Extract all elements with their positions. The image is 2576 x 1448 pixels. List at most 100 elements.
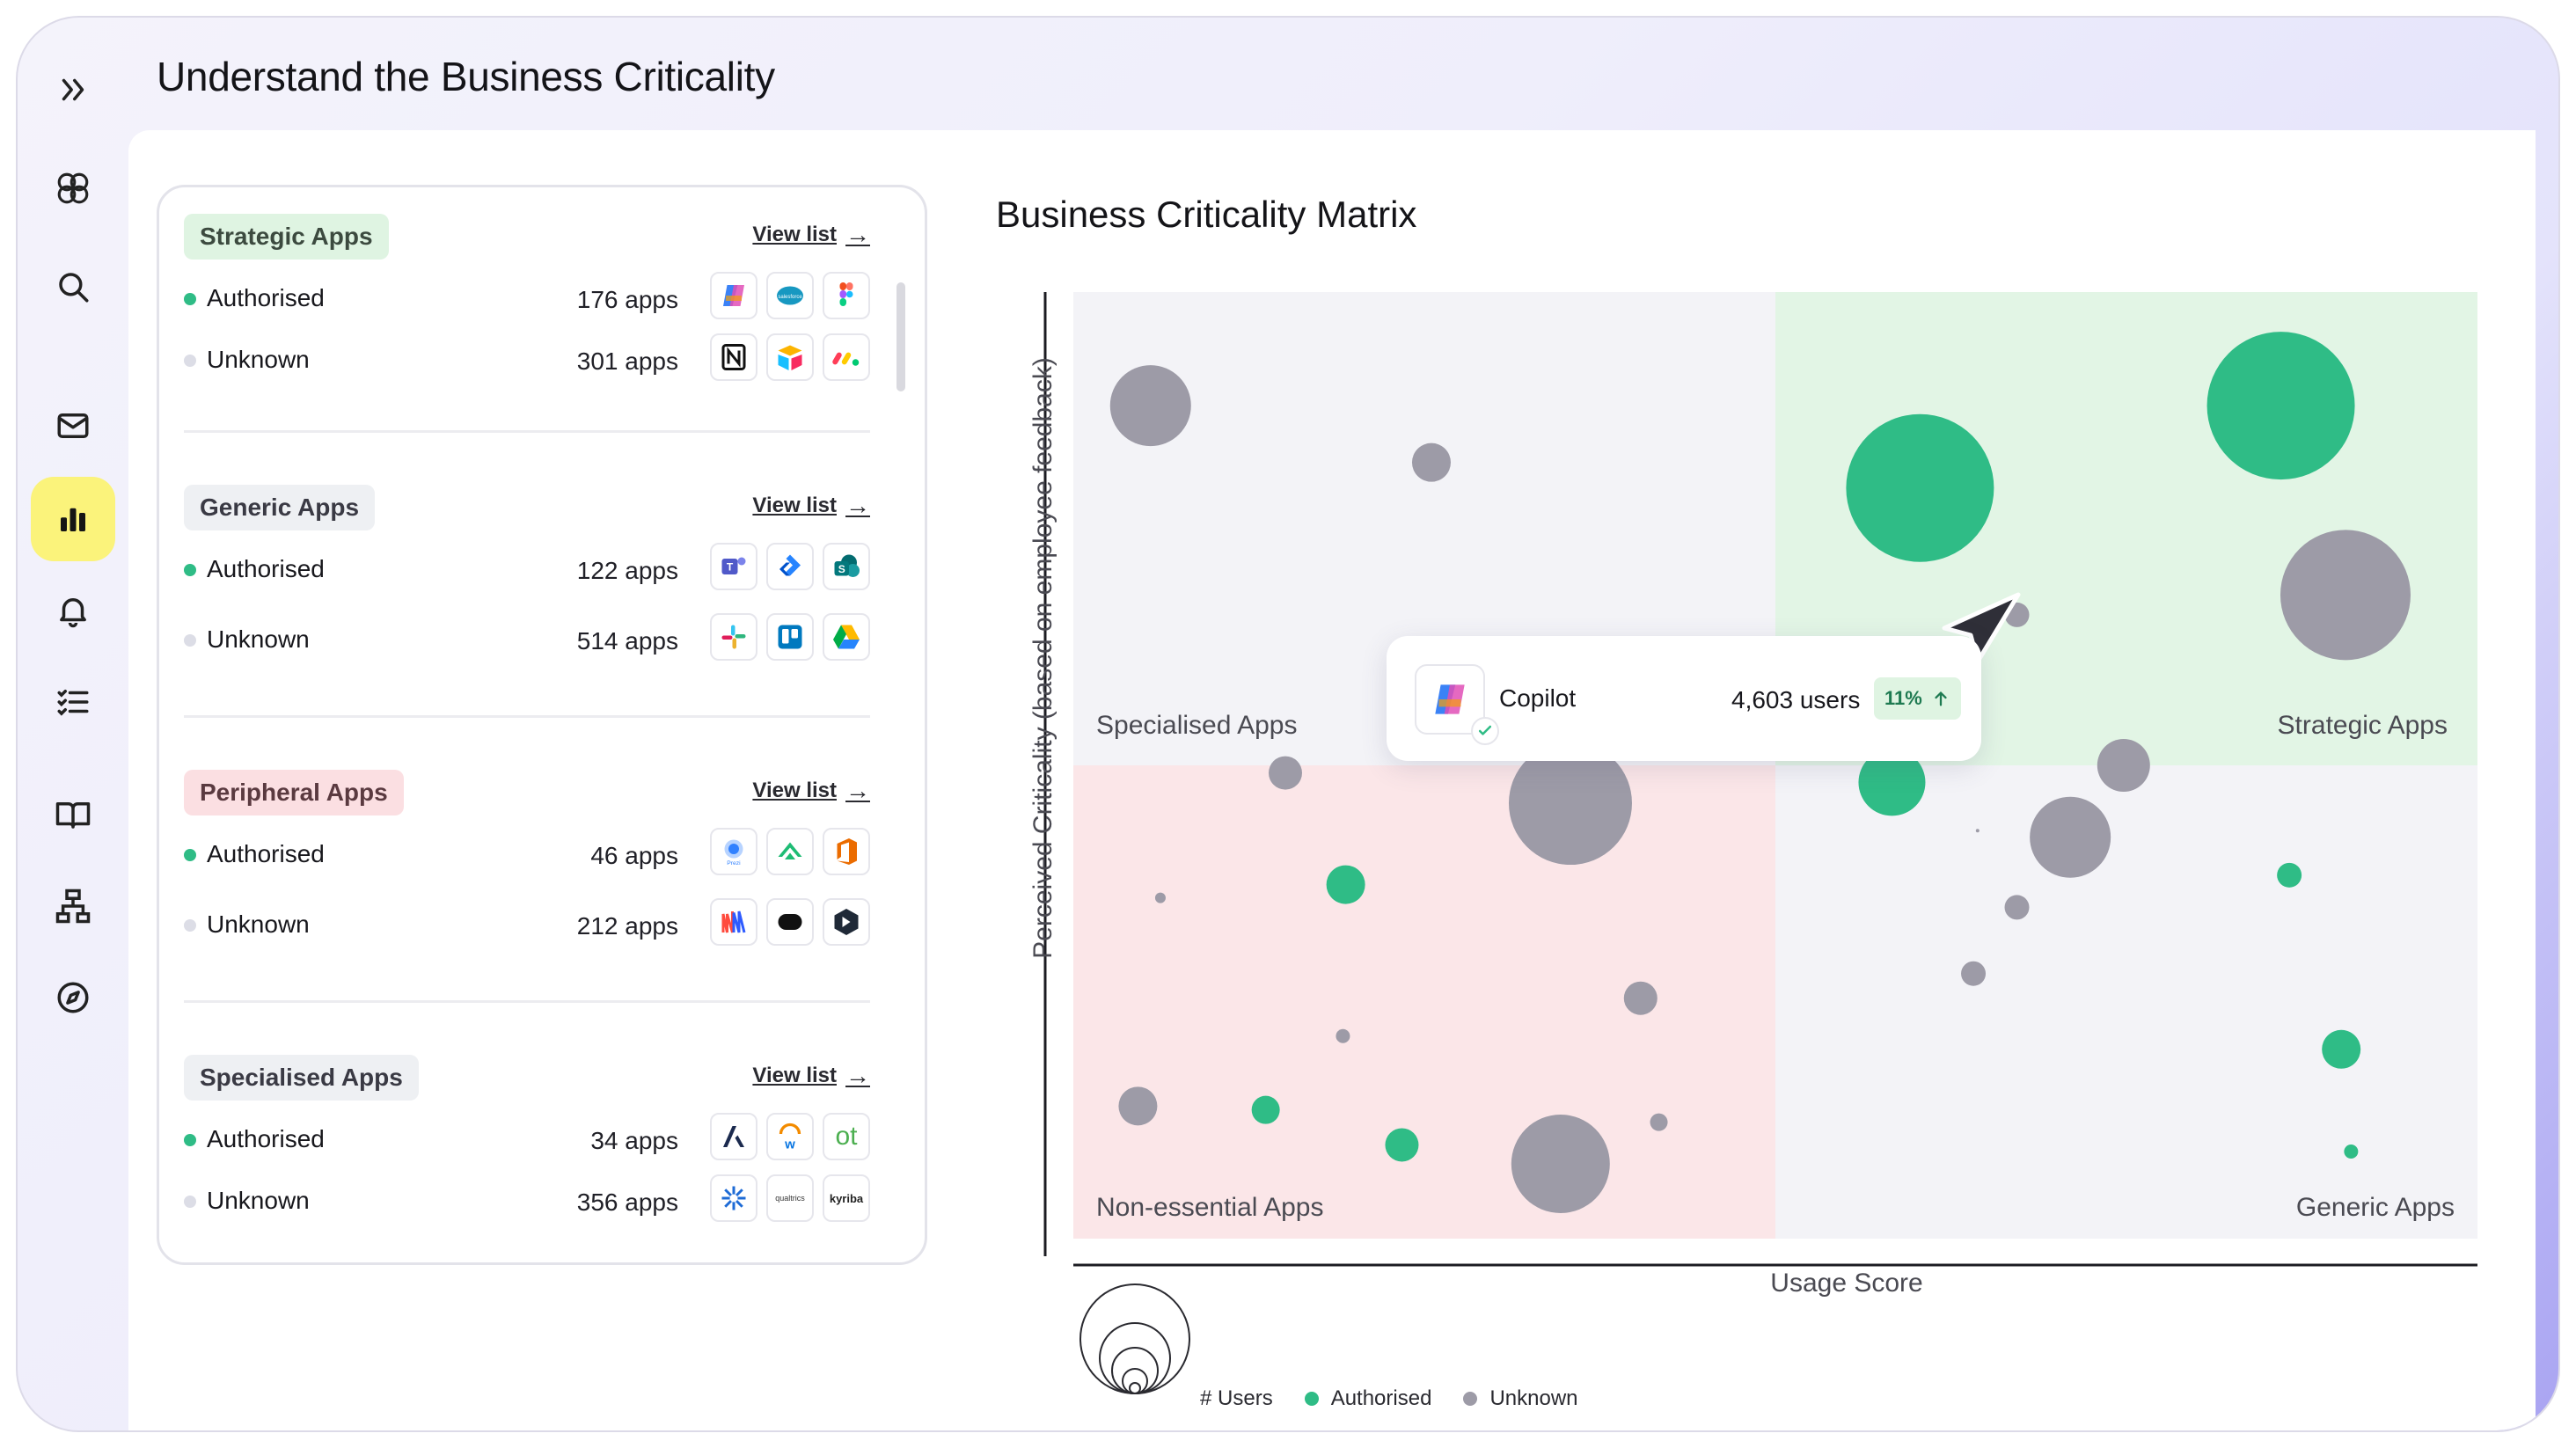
quadrant-label-specialised: Specialised Apps	[1096, 711, 1298, 740]
logo-icon[interactable]	[31, 146, 115, 230]
authorised-dot-icon	[184, 564, 196, 576]
bubble-authorised[interactable]	[1846, 413, 1994, 562]
bubble-authorised[interactable]	[1385, 1128, 1419, 1162]
prezi-icon[interactable]: Prezi	[710, 828, 757, 875]
unknown-dot-icon	[184, 355, 196, 367]
bubble-unknown[interactable]	[1268, 756, 1302, 790]
bubble-authorised[interactable]	[2206, 332, 2355, 480]
kyriba-icon[interactable]: kyriba	[823, 1174, 870, 1222]
divider	[184, 1000, 870, 1003]
app-count: 122 apps	[576, 557, 678, 584]
unknown-dot-icon	[184, 1196, 196, 1208]
miro-icon[interactable]	[710, 898, 757, 946]
legend-unknown: Unknown	[1463, 1386, 1578, 1411]
bubble-unknown[interactable]	[1650, 1113, 1668, 1131]
bubble-authorised[interactable]	[1858, 749, 1926, 816]
bell-icon[interactable]	[31, 568, 115, 653]
bubble-unknown[interactable]	[1961, 961, 1987, 986]
bubble-unknown[interactable]	[1118, 1086, 1158, 1126]
airtable-icon[interactable]	[766, 333, 814, 381]
view-list-link[interactable]: View list →	[752, 777, 870, 805]
status-label: Authorised	[207, 840, 325, 867]
bubble-unknown[interactable]	[1511, 1114, 1610, 1213]
bubble-authorised[interactable]	[2322, 1029, 2361, 1069]
app-window: Understand the Business Criticality Stra…	[16, 16, 2560, 1432]
bubble-unknown[interactable]	[2097, 739, 2150, 792]
bubble-unknown[interactable]	[2280, 530, 2411, 661]
arrow-right-icon: →	[845, 221, 870, 248]
legend-size-label: # Users	[1200, 1386, 1273, 1410]
otter-icon[interactable]: ot	[823, 1113, 870, 1160]
slack-icon[interactable]	[710, 613, 757, 661]
salesforce-icon[interactable]: salesforce	[766, 272, 814, 319]
bubble-authorised[interactable]	[1326, 865, 1365, 904]
hierarchy-icon[interactable]	[31, 864, 115, 948]
bubble-authorised[interactable]	[2344, 1145, 2359, 1159]
bubble-tooltip: Copilot 4,603 users 11%	[1387, 636, 1981, 761]
qualtrics-text: qualtrics	[775, 1194, 805, 1203]
google-drive-icon[interactable]	[823, 613, 870, 661]
change-value: 11%	[1884, 687, 1922, 709]
status-label: Authorised	[207, 1125, 325, 1152]
compass-icon[interactable]	[31, 955, 115, 1040]
kyriba-text: kyriba	[829, 1191, 864, 1205]
bubble-unknown[interactable]	[2030, 796, 2111, 878]
quadrant-label-non-essential: Non-essential Apps	[1096, 1193, 1324, 1222]
legend-authorised-label: Authorised	[1330, 1386, 1432, 1410]
double-chevron-right-icon[interactable]	[31, 48, 115, 132]
figma-icon[interactable]	[823, 272, 870, 319]
intercom-icon[interactable]	[766, 898, 814, 946]
bubble-unknown[interactable]	[1154, 892, 1166, 903]
teams-icon[interactable]: T	[710, 543, 757, 590]
jira-icon[interactable]	[766, 543, 814, 590]
bubble-unknown[interactable]	[1109, 365, 1191, 447]
workday-icon[interactable]: w	[766, 1113, 814, 1160]
checklist-icon[interactable]	[31, 660, 115, 744]
view-list-link[interactable]: View list →	[752, 221, 870, 249]
bubble-authorised[interactable]	[2277, 862, 2302, 888]
mouse-pointer-icon	[1942, 592, 2021, 664]
bar-chart-icon[interactable]	[31, 477, 115, 561]
zendesk-icon[interactable]	[710, 1174, 757, 1222]
copilot-icon[interactable]	[710, 272, 757, 319]
bubble-unknown[interactable]	[1975, 829, 1980, 833]
sharepoint-icon[interactable]: S	[823, 543, 870, 590]
app-count: 356 apps	[576, 1188, 678, 1216]
bubble-unknown[interactable]	[2004, 895, 2030, 920]
list-item[interactable]: Unknown 514 apps	[184, 613, 870, 666]
divider	[184, 430, 870, 433]
quadrant-non-essential	[1073, 765, 1775, 1239]
y-axis-label: Perceived Criticality (based on employee…	[1028, 357, 1058, 959]
office-icon[interactable]	[823, 828, 870, 875]
smartsheet-icon[interactable]	[766, 828, 814, 875]
qualtrics-icon[interactable]: qualtrics	[766, 1174, 814, 1222]
tooltip-change-badge: 11%	[1874, 677, 1961, 720]
list-item[interactable]: Authorised 176 apps salesforce	[184, 272, 870, 325]
monday-icon[interactable]	[823, 333, 870, 381]
bubble-unknown[interactable]	[1623, 981, 1658, 1015]
matrix-title: Business Criticality Matrix	[996, 194, 1417, 235]
list-item[interactable]: Authorised 46 apps Prezi	[184, 828, 870, 881]
list-item[interactable]: Unknown 212 apps	[184, 898, 870, 951]
notion-icon[interactable]	[710, 333, 757, 381]
list-item[interactable]: Authorised 34 apps w ot	[184, 1113, 870, 1166]
view-list-link[interactable]: View list →	[752, 492, 870, 520]
mail-icon[interactable]	[31, 384, 115, 468]
quadrant-generic	[1775, 765, 2477, 1239]
list-item[interactable]: Unknown 301 apps	[184, 333, 870, 386]
list-item[interactable]: Unknown 356 apps qualtrics kyriba	[184, 1174, 870, 1227]
search-icon[interactable]	[31, 245, 115, 329]
list-item[interactable]: Authorised 122 apps T S	[184, 543, 870, 596]
trello-icon[interactable]	[766, 613, 814, 661]
view-list-link[interactable]: View list →	[752, 1062, 870, 1090]
quadrant-label-generic: Generic Apps	[2296, 1193, 2455, 1222]
bubble-unknown[interactable]	[1411, 442, 1451, 482]
unknown-dot-icon	[184, 634, 196, 647]
scrollbar[interactable]	[896, 282, 905, 391]
asana-icon[interactable]	[710, 1113, 757, 1160]
bubble-unknown[interactable]	[1336, 1028, 1350, 1043]
bubble-authorised[interactable]	[1251, 1095, 1280, 1124]
book-icon[interactable]	[31, 772, 115, 857]
cursor-icon[interactable]	[823, 898, 870, 946]
bubble-unknown[interactable]	[1508, 742, 1632, 866]
